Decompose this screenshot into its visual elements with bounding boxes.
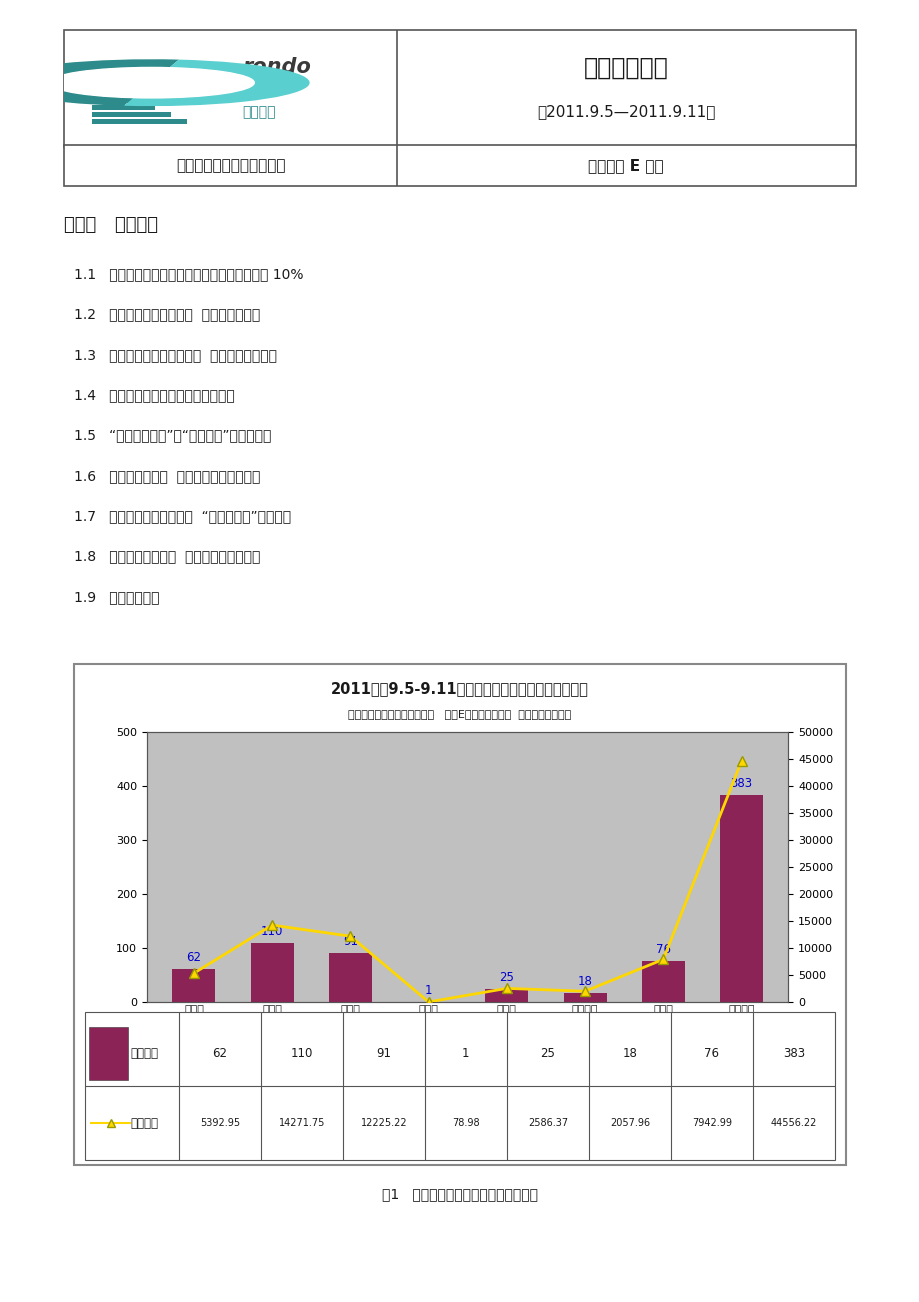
Text: 18: 18 — [622, 1047, 637, 1060]
FancyBboxPatch shape — [64, 30, 855, 147]
Text: 1.4   上周重点城市楼市的成交普遍下跳: 1.4 上周重点城市楼市的成交普遍下跳 — [74, 388, 234, 402]
Text: 91: 91 — [343, 935, 357, 948]
Text: 44556.22: 44556.22 — [770, 1118, 816, 1129]
Text: 7942.99: 7942.99 — [691, 1118, 731, 1129]
Circle shape — [49, 68, 254, 98]
Text: 1.2   住建部与地方达成共识  第二轮限购宽松: 1.2 住建部与地方达成共识 第二轮限购宽松 — [74, 307, 259, 322]
Text: 旗下徐州 E 房网: 旗下徐州 E 房网 — [587, 158, 664, 173]
Wedge shape — [124, 60, 310, 105]
FancyBboxPatch shape — [92, 118, 187, 124]
FancyBboxPatch shape — [92, 112, 171, 117]
Text: 14271.75: 14271.75 — [278, 1118, 324, 1129]
Text: 12225.22: 12225.22 — [360, 1118, 407, 1129]
Text: 2057.96: 2057.96 — [609, 1118, 649, 1129]
Text: 1.1   金牌地产分析师鱼晋华：下半年房价可能跳 10%: 1.1 金牌地产分析师鱼晋华：下半年房价可能跳 10% — [74, 267, 302, 281]
Bar — [250, 943, 293, 1003]
Text: rondo: rondo — [243, 57, 311, 77]
Text: 第一章   本周提要: 第一章 本周提要 — [64, 216, 158, 234]
Bar — [720, 796, 762, 1003]
Text: 成交套数: 成交套数 — [130, 1047, 158, 1060]
Text: 5392.95: 5392.95 — [199, 1118, 240, 1129]
Text: 76: 76 — [704, 1047, 719, 1060]
Text: 62: 62 — [187, 950, 201, 963]
Text: 110: 110 — [261, 924, 283, 937]
Text: 62: 62 — [212, 1047, 227, 1060]
Text: 融道機構: 融道機構 — [243, 105, 276, 118]
Text: 成交面积: 成交面积 — [130, 1117, 158, 1130]
Text: 383: 383 — [730, 777, 752, 790]
Text: 1.8   金九銀十惨淡开局  楼市调控步入深水区: 1.8 金九銀十惨淡开局 楼市调控步入深水区 — [74, 549, 260, 564]
Text: 2586.37: 2586.37 — [528, 1118, 567, 1129]
Text: 78.98: 78.98 — [451, 1118, 479, 1129]
Text: 1.7   邓亚文：房价全面调整  “最后一公里”将到来？: 1.7 邓亚文：房价全面调整 “最后一公里”将到来？ — [74, 509, 290, 523]
Text: 壹周市场分析: 壹周市场分析 — [584, 56, 668, 79]
Wedge shape — [0, 60, 178, 105]
Text: 1.5   “史上最严调控”下“金九銀十”能否继续？: 1.5 “史上最严调控”下“金九銀十”能否继续？ — [74, 428, 271, 443]
FancyBboxPatch shape — [74, 664, 845, 1165]
Text: 1.9   本周数据提示: 1.9 本周数据提示 — [74, 590, 159, 604]
FancyBboxPatch shape — [89, 1027, 128, 1081]
Bar — [328, 953, 371, 1003]
Text: 1: 1 — [425, 984, 432, 997]
Bar — [641, 961, 684, 1003]
FancyBboxPatch shape — [85, 1013, 834, 1160]
Bar — [172, 969, 215, 1003]
Text: 383: 383 — [782, 1047, 804, 1060]
Text: 图1   本周徐州市各区域商品房成交信息: 图1 本周徐州市各区域商品房成交信息 — [381, 1187, 538, 1200]
Text: 1.6   限购政策鳍冷遇  二三线城市限价换限购: 1.6 限购政策鳍冷遇 二三线城市限价换限购 — [74, 469, 260, 483]
Bar — [563, 992, 606, 1003]
Text: 110: 110 — [290, 1047, 312, 1060]
Text: 1: 1 — [461, 1047, 469, 1060]
Text: 25: 25 — [539, 1047, 555, 1060]
Bar — [485, 988, 528, 1003]
FancyBboxPatch shape — [64, 145, 855, 186]
Text: 91: 91 — [376, 1047, 391, 1060]
Text: 18: 18 — [577, 975, 592, 988]
Text: 76: 76 — [655, 944, 670, 957]
FancyBboxPatch shape — [92, 105, 155, 109]
Text: 数据来源：徐州房地产信息网   徐州E房网市场分析部  （单位：套，㎡）: 数据来源：徐州房地产信息网 徐州E房网市场分析部 （单位：套，㎡） — [348, 710, 571, 719]
Text: 融道信息技术发展有限公司: 融道信息技术发展有限公司 — [176, 158, 285, 173]
FancyBboxPatch shape — [92, 98, 140, 103]
Text: 2011年（9.5-9.11）徐州市区各区域商品房成交信息: 2011年（9.5-9.11）徐州市区各区域商品房成交信息 — [331, 681, 588, 697]
Text: （2011.9.5—2011.9.11）: （2011.9.5—2011.9.11） — [537, 104, 715, 120]
Text: 1.3   严控房地产信托兑付风险  銀监会防御再升级: 1.3 严控房地产信托兑付风险 銀监会防御再升级 — [74, 348, 277, 362]
Text: 25: 25 — [499, 971, 514, 984]
